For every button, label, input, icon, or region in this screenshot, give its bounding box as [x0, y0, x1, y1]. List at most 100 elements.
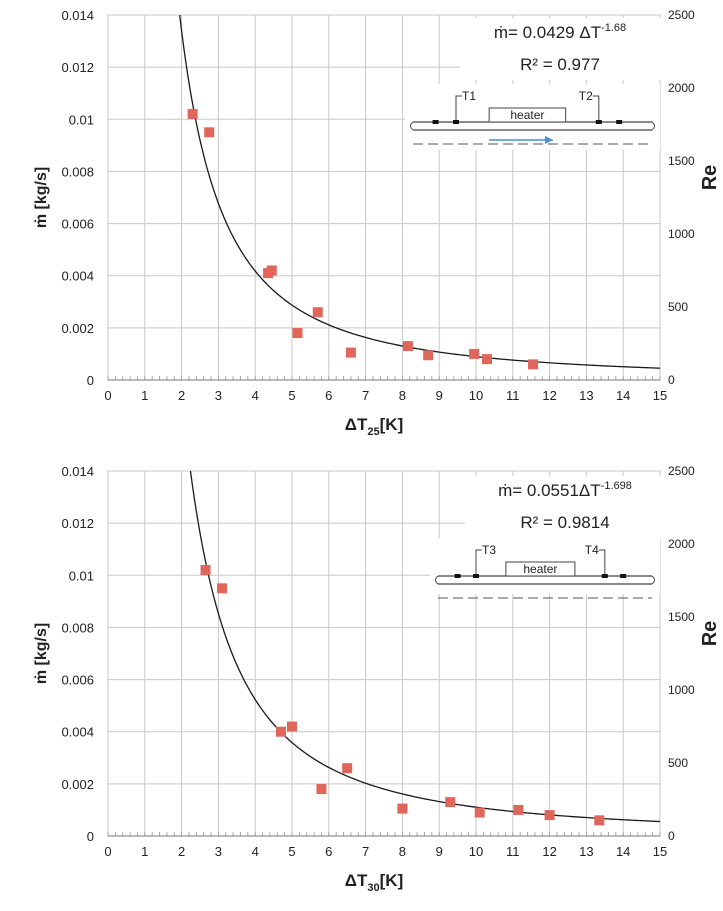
y-tick-label: 0: [87, 373, 94, 388]
heater-label: heater: [523, 562, 557, 576]
thermocouple-marker: [616, 120, 623, 124]
x-tick-label: 14: [616, 388, 630, 403]
x-tick-label: 0: [104, 388, 111, 403]
power-fit-curve: [179, 14, 661, 369]
y-tick-label: 0.014: [61, 8, 94, 23]
data-point: [513, 804, 524, 815]
r-squared-label: R² = 0.977: [520, 55, 600, 74]
x-tick-label: 3: [215, 388, 222, 403]
fit-equation: ṁ= 0.0429 ΔT-1.68: [494, 22, 626, 42]
thermocouple-label-left: T3: [482, 543, 496, 557]
x-tick-label: 7: [362, 844, 369, 859]
fit-equation-exponent: -1.68: [601, 22, 626, 34]
data-point: [445, 797, 456, 808]
y-tick-label: 0.006: [61, 217, 94, 232]
data-point: [292, 328, 303, 339]
fit-equation-base: ṁ= 0.0429 ΔT: [494, 23, 601, 42]
y2-axis-title: Re: [699, 621, 721, 647]
chart-bottom-svg: 0 1 2 3 4 5 6 7 8 9 10 11 12 13 14 1500.0020.0040.0060.…: [33, 464, 721, 894]
thermocouple-label-right: T2: [579, 89, 593, 103]
heater-box: [488, 107, 567, 123]
fit-equation-base: ṁ= 0.0551ΔT: [498, 481, 601, 500]
chart-top-svg: 0 1 2 3 4 5 6 7 8 9 10 11 12 13 14 1500.0020.0040.0060.…: [33, 8, 721, 438]
x-tick-label: 12: [542, 388, 556, 403]
x-tick-label: 2: [178, 844, 185, 859]
data-point: [200, 565, 211, 576]
y-axis-title: ṁ [kg/s]: [33, 623, 50, 684]
data-point: [528, 359, 539, 370]
pipe-schematic: heater T1 T2: [405, 84, 660, 150]
y2-tick-label: 0: [668, 829, 675, 843]
y-axis-title: ṁ [kg/s]: [33, 167, 50, 228]
x-axis-title-unit: [K]: [380, 871, 404, 890]
pipe-end-left: [435, 575, 439, 585]
data-point: [397, 803, 408, 814]
fit-equation: ṁ= 0.0551ΔT-1.698: [498, 480, 632, 500]
data-point: [342, 763, 353, 774]
data-point: [469, 348, 480, 359]
y2-tick-label: 2500: [668, 8, 695, 22]
x-tick-label: 4: [252, 388, 259, 403]
x-axis-title-subscript: 30: [367, 882, 379, 894]
data-point: [594, 815, 605, 826]
y-tick-label: 0: [87, 829, 94, 844]
data-point: [544, 810, 555, 821]
x-tick-label: 1: [141, 388, 148, 403]
y-tick-label: 0.01: [69, 568, 94, 583]
x-tick-label: 15: [653, 388, 667, 403]
x-tick-label: 10: [469, 388, 483, 403]
x-tick-label: 11: [506, 388, 520, 403]
y2-tick-label: 0: [668, 373, 675, 387]
data-point: [287, 721, 297, 732]
x-tick-label: 4: [252, 844, 259, 859]
y2-tick-label: 1000: [668, 683, 695, 697]
y2-tick-label: 1000: [668, 227, 695, 241]
y-tick-label: 0.006: [61, 673, 94, 688]
thermocouple-marker: [601, 574, 608, 578]
thermocouple-leader-right: [598, 549, 606, 574]
data-point: [275, 726, 286, 737]
x-tick-label: 0: [104, 844, 111, 859]
y-tick-label: 0.008: [61, 164, 94, 179]
data-point: [266, 265, 277, 276]
y2-tick-label: 1500: [668, 610, 695, 624]
data-point: [316, 784, 327, 795]
x-axis-title: ΔT25[K]: [345, 415, 403, 438]
y-tick-label: 0.002: [61, 777, 94, 792]
y-tick-label: 0.008: [61, 620, 94, 635]
pipe-end-right: [651, 121, 655, 131]
fit-equation-exponent: -1.698: [601, 480, 632, 492]
x-tick-label: 15: [653, 844, 667, 859]
data-point: [204, 127, 215, 138]
thermocouple-marker: [595, 120, 602, 124]
x-tick-label: 9: [436, 844, 443, 859]
y2-tick-label: 2000: [668, 537, 695, 551]
data-point: [312, 307, 323, 318]
x-axis-title: ΔT30[K]: [345, 871, 403, 894]
thermocouple-label-right: T4: [585, 543, 599, 557]
data-point: [474, 807, 485, 818]
x-axis-title-main: ΔT: [345, 415, 368, 434]
x-tick-label: 5: [288, 388, 295, 403]
x-tick-label: 6: [325, 388, 332, 403]
y2-tick-label: 500: [668, 300, 688, 314]
thermocouple-marker: [473, 574, 479, 578]
thermocouple-leader-left: [455, 95, 462, 120]
pipe-end-right: [651, 575, 655, 585]
thermocouple-marker: [432, 120, 439, 124]
x-tick-label: 8: [399, 388, 406, 403]
x-tick-label: 3: [215, 844, 222, 859]
x-axis-title-subscript: 25: [367, 426, 379, 438]
x-tick-label: 7: [362, 388, 369, 403]
x-tick-label: 1: [141, 844, 148, 859]
x-tick-label: 10: [469, 844, 483, 859]
x-tick-label: 11: [506, 844, 520, 859]
heater-box: [505, 561, 576, 577]
chart-top: 0 1 2 3 4 5 6 7 8 9 10 11 12 13 14 15 0 0.002 0.004 0.006 0.…: [0, 0, 723, 455]
thermocouple-marker: [620, 574, 627, 578]
pipe-end-left: [410, 121, 414, 131]
x-axis-title-unit: [K]: [380, 415, 404, 434]
x-tick-label: 8: [399, 844, 406, 859]
x-tick-label: 13: [579, 388, 593, 403]
y2-tick-label: 500: [668, 756, 688, 770]
